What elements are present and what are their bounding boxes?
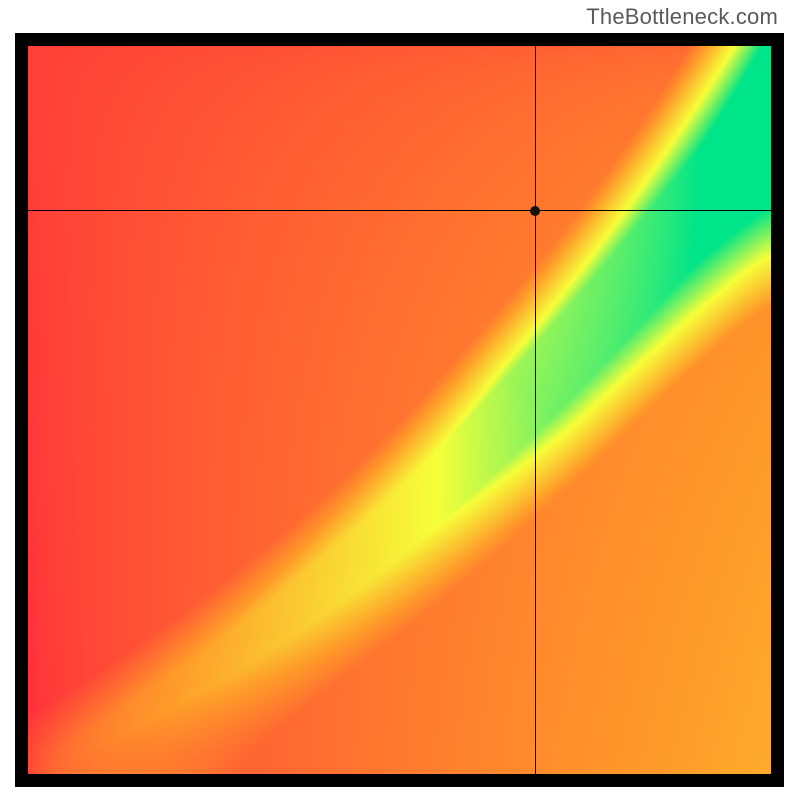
watermark-text: TheBottleneck.com bbox=[586, 4, 778, 30]
inner-plot-border bbox=[27, 45, 772, 775]
chart-frame bbox=[15, 33, 784, 787]
